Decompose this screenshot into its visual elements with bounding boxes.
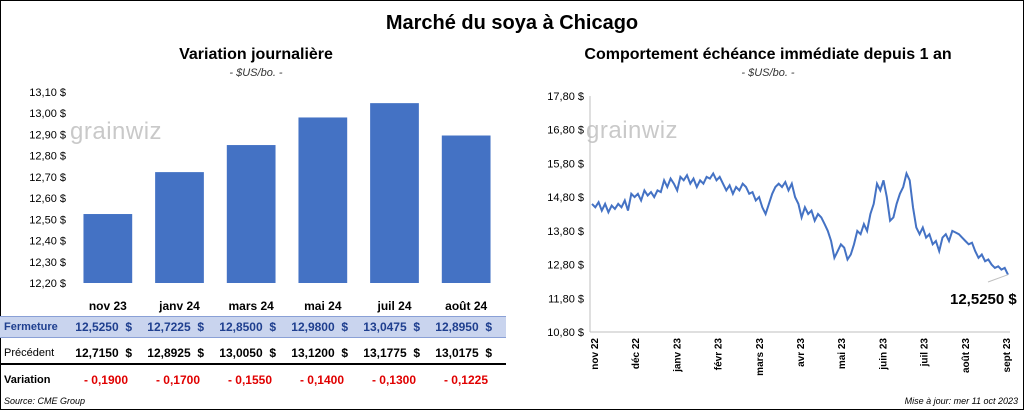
table-cell: - 0,1225 bbox=[443, 373, 489, 387]
x-tick-label: juin 23 bbox=[878, 338, 889, 371]
y-tick-label: 16,80 $ bbox=[547, 125, 584, 137]
x-tick-label: juil 24 bbox=[376, 299, 411, 313]
x-tick-label: mai 24 bbox=[304, 299, 342, 313]
row-label: Variation bbox=[4, 374, 51, 386]
last-value-label: 12,5250 $ bbox=[950, 291, 1017, 308]
x-tick-label: août 24 bbox=[445, 299, 487, 313]
update-note: Mise à jour: mer 11 oct 2023 bbox=[904, 396, 1018, 406]
x-tick-label: nov 23 bbox=[89, 299, 127, 313]
x-tick-label: janv 24 bbox=[158, 299, 200, 313]
row-label: Précédent bbox=[4, 347, 55, 359]
table-cell: 13,0050 $ bbox=[219, 346, 276, 360]
right-chart-unit: - $US/bo. - bbox=[741, 67, 795, 79]
row-label: Fermeture bbox=[4, 321, 58, 333]
bar bbox=[370, 103, 419, 284]
table-cell: 13,1775 $ bbox=[363, 346, 420, 360]
table-cell: 12,9800 $ bbox=[291, 320, 348, 334]
annotation-leader-line bbox=[987, 274, 1009, 283]
y-tick-label: 11,80 $ bbox=[548, 293, 584, 305]
x-tick-label: août 23 bbox=[961, 338, 972, 373]
table-cell: 12,7150 $ bbox=[75, 346, 132, 360]
line-chart: 10,80 $ 11,80 $ 12,80 $ 13,80 $ 14,80 $ 15,80… bbox=[547, 91, 1013, 376]
x-tick-label: nov 22 bbox=[590, 338, 601, 370]
table-cell: - 0,1550 bbox=[227, 373, 273, 387]
y-tick-label: 13,80 $ bbox=[547, 226, 584, 238]
y-tick-label: 12,20 $ bbox=[29, 278, 66, 290]
x-tick-label: juil 23 bbox=[920, 338, 931, 368]
bar bbox=[226, 145, 276, 283]
table-cell: 13,1200 $ bbox=[291, 346, 348, 360]
y-tick-label: 12,30 $ bbox=[29, 257, 66, 269]
y-tick-label: 13,00 $ bbox=[29, 108, 66, 120]
table-cell: - 0,1700 bbox=[155, 373, 201, 387]
x-tick-label: déc 22 bbox=[631, 338, 642, 370]
table-cell: 12,8500 $ bbox=[219, 320, 276, 334]
table-row-precedent: Précédent 12,7150 $ 12,8925 $ 13,0050 $ … bbox=[0, 343, 506, 365]
source-note: Source: CME Group bbox=[4, 396, 86, 406]
y-tick-label: 13,10 $ bbox=[29, 87, 66, 99]
table-row-fermeture: Fermeture 12,5250 $ 12,7225 $ 12,8500 $ … bbox=[0, 316, 506, 338]
right-watermark-logo: grainwiz bbox=[586, 117, 679, 144]
table-cell: 13,0175 $ bbox=[435, 346, 492, 360]
table-cell: 12,5250 $ bbox=[75, 320, 132, 334]
x-tick-label: janv 23 bbox=[672, 338, 683, 373]
table-cell: - 0,1300 bbox=[371, 373, 417, 387]
left-chart-title: Variation journalière bbox=[179, 46, 333, 63]
x-tick-label: mars 23 bbox=[755, 338, 766, 376]
main-title: Marché du soya à Chicago bbox=[385, 12, 639, 34]
table-row-variation: Variation - 0,1900 - 0,1700 - 0,1550 - 0… bbox=[0, 370, 506, 390]
y-tick-label: 12,90 $ bbox=[29, 129, 66, 141]
y-tick-label: 14,80 $ bbox=[547, 192, 584, 204]
y-tick-label: 15,80 $ bbox=[547, 158, 584, 170]
y-tick-label: 12,60 $ bbox=[29, 193, 66, 205]
table-cell: - 0,1900 bbox=[83, 373, 129, 387]
y-tick-label: 12,80 $ bbox=[547, 260, 584, 272]
bar bbox=[83, 214, 133, 283]
left-watermark-logo: grainwiz bbox=[70, 118, 163, 145]
y-tick-label: 12,50 $ bbox=[29, 214, 66, 226]
left-chart-unit: - $US/bo. - bbox=[229, 67, 283, 79]
x-tick-label: févr 23 bbox=[714, 338, 725, 371]
bar bbox=[298, 117, 348, 283]
table-cell: 13,0475 $ bbox=[363, 320, 420, 334]
x-tick-label: sept 23 bbox=[1002, 338, 1013, 373]
table-cell: 12,7225 $ bbox=[147, 320, 204, 334]
table-cell: - 0,1400 bbox=[299, 373, 345, 387]
x-tick-label: mai 23 bbox=[837, 338, 848, 370]
x-tick-label: avr 23 bbox=[796, 338, 807, 367]
x-tick-label: mars 24 bbox=[228, 299, 274, 313]
series-line bbox=[591, 170, 1009, 276]
table-cell: 12,8925 $ bbox=[147, 346, 204, 360]
y-tick-label: 10,80 $ bbox=[547, 327, 584, 339]
bar bbox=[441, 135, 491, 283]
y-tick-label: 12,80 $ bbox=[29, 151, 66, 163]
y-tick-label: 12,40 $ bbox=[29, 236, 66, 248]
y-tick-label: 12,70 $ bbox=[29, 172, 66, 184]
right-chart-title: Comportement échéance immédiate depuis 1… bbox=[584, 46, 952, 63]
y-tick-label: 17,80 $ bbox=[547, 91, 584, 103]
bar bbox=[155, 172, 204, 283]
table-cell: 12,8950 $ bbox=[435, 320, 492, 334]
bar-chart: 12,20 $ 12,30 $ 12,40 $ 12,50 $ 12,60 $ 12,70… bbox=[29, 87, 491, 313]
